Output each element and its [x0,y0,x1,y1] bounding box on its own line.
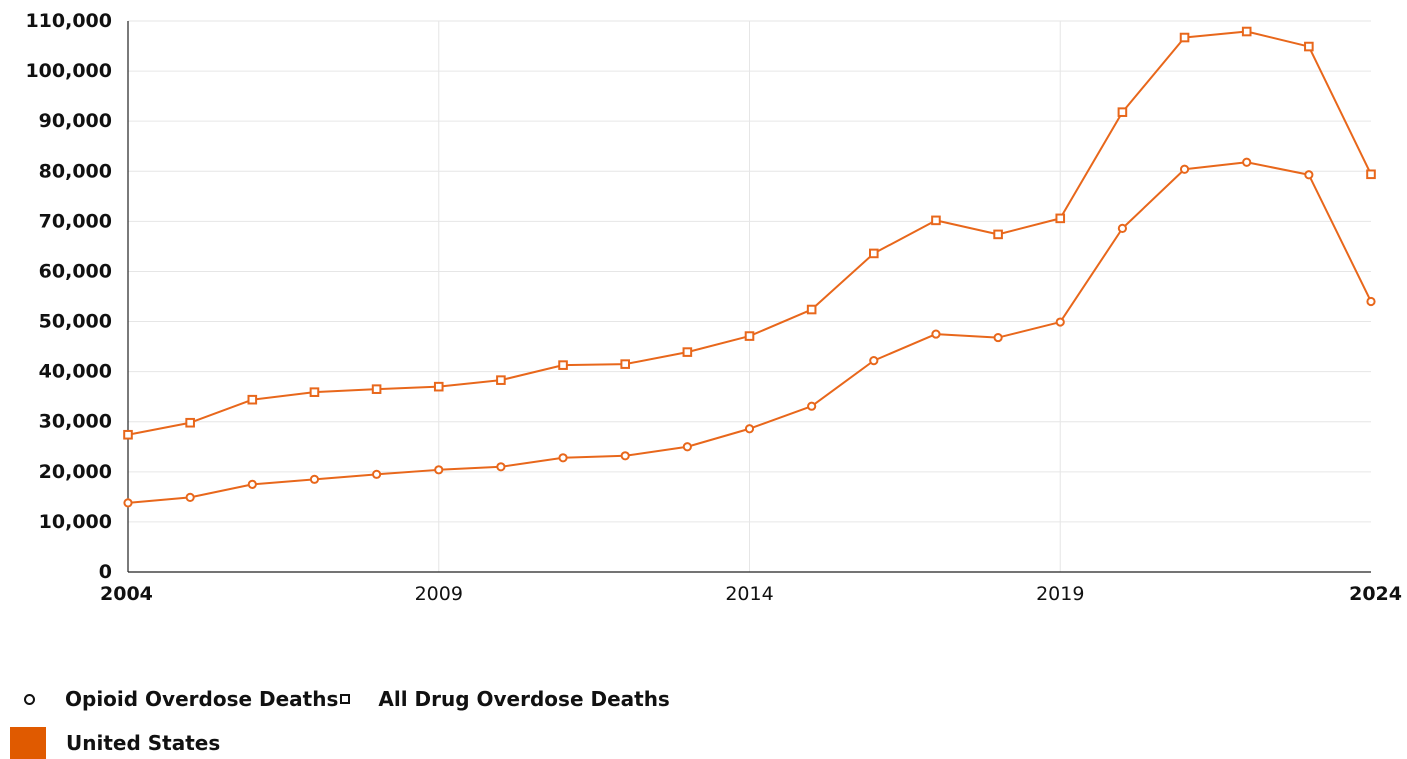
opioid-data-point[interactable] [372,469,382,479]
all-drug-data-point[interactable] [620,359,631,369]
opioid-data-point[interactable] [744,424,755,434]
opioid-data-point[interactable] [1055,317,1065,327]
opioid-data-point[interactable] [247,479,257,489]
chart-svg: 0 10,000 20,000 30,000 40,000 50,000 60,000 70,… [25,10,1402,605]
opioid-data-point[interactable] [1242,157,1252,167]
y-tick-label: 70,000 [39,210,112,232]
opioid-data-point[interactable] [620,451,630,461]
region-color-swatch [10,727,46,759]
x-tick-label: 2024 [1349,583,1402,605]
y-tick-label: 60,000 [39,260,112,282]
y-tick-label: 90,000 [39,110,112,132]
all-drug-data-point[interactable] [371,384,382,394]
opioid-data-point[interactable] [496,462,506,472]
opioid-data-point[interactable] [434,465,444,475]
opioid-data-point[interactable] [1117,223,1128,233]
label-layer: 0 10,000 20,000 30,000 40,000 50,000 60,000 70,… [25,10,1402,605]
all-drug-data-point[interactable] [1304,41,1314,52]
y-tick-label: 20,000 [39,461,112,483]
all-drug-data-point[interactable] [682,347,693,357]
all-drug-data-point[interactable] [558,360,568,370]
opioid-data-point[interactable] [807,401,817,411]
opioid-data-point[interactable] [869,356,879,366]
y-tick-label: 40,000 [39,361,112,383]
line-chart: 0 10,000 20,000 30,000 40,000 50,000 60,000 70,… [25,10,1402,605]
all-drug-data-point[interactable] [1117,107,1128,117]
series-legend: Opioid Overdose Deaths All Drug Overdose… [0,686,670,712]
legend-all-drug-label: All Drug Overdose Deaths [378,687,670,711]
all-drug-data-point[interactable] [1366,169,1376,180]
legend-opioid-label: Opioid Overdose Deaths [65,687,339,711]
opioid-data-point[interactable] [682,442,692,452]
circle-marker-icon [24,693,35,705]
opioid-data-point[interactable] [993,332,1003,343]
x-tick-label: 2014 [725,583,773,605]
y-tick-label: 10,000 [39,511,112,533]
all-drug-data-point[interactable] [806,304,817,315]
series-layer [123,26,1376,508]
opioid-data-point[interactable] [931,329,941,339]
square-marker-icon [340,694,351,704]
opioid-data-point[interactable] [1366,296,1376,307]
region-legend[interactable]: United States [0,727,220,759]
x-tick-label: 2009 [415,583,463,605]
opioid-data-point[interactable] [309,474,320,484]
region-legend-label: United States [66,731,221,755]
all-drug-data-point[interactable] [744,331,755,341]
all-drug-data-point[interactable] [931,215,941,226]
axis-layer [127,21,1371,573]
all-drug-data-point[interactable] [185,417,195,428]
y-tick-label: 80,000 [39,160,112,182]
x-tick-label: 2019 [1036,583,1084,605]
all-drug-data-point[interactable] [1179,32,1190,43]
y-tick-label: 50,000 [39,311,112,333]
y-tick-label: 0 [99,561,112,583]
all-drug-data-point[interactable] [496,375,506,385]
all-drug-data-point[interactable] [309,387,320,397]
all-drug-data-point[interactable] [993,229,1003,240]
all-drug-data-point[interactable] [869,248,879,259]
grid-layer [128,20,1371,572]
opioid-data-point[interactable] [1179,164,1190,174]
all-drug-data-point[interactable] [433,381,444,392]
x-tick-label: 2004 [100,583,153,605]
all-drug-data-point[interactable] [247,394,258,405]
y-tick-label: 100,000 [25,60,112,82]
opioid-data-point[interactable] [558,453,568,463]
all-drug-data-point[interactable] [123,429,133,440]
opioid-data-point[interactable] [185,492,195,502]
y-tick-label: 110,000 [25,10,112,32]
opioid-data-point[interactable] [1304,170,1314,180]
y-tick-label: 30,000 [39,411,112,433]
all-drug-data-point[interactable] [1241,26,1252,37]
opioid-data-point[interactable] [123,498,133,508]
all-drug-data-point[interactable] [1055,213,1066,224]
